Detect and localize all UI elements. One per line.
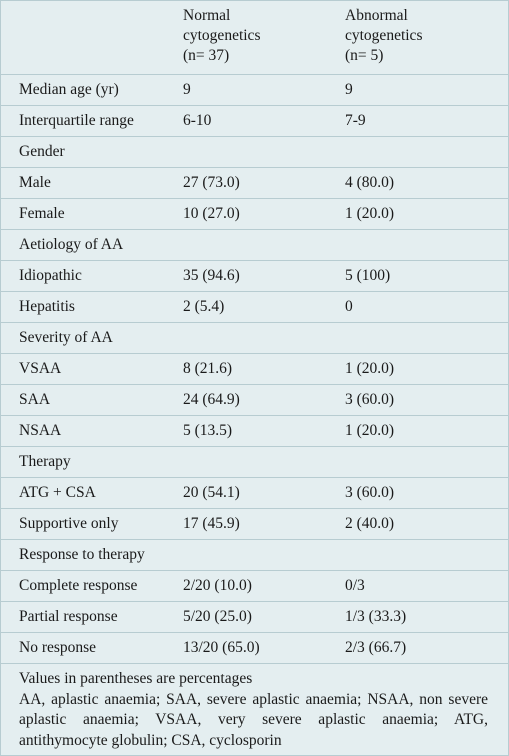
table-footnote: Values in parentheses are percentages AA… — [1, 664, 508, 756]
header-abnormal-line: cytogenetics — [345, 27, 423, 44]
normal-value: 6-10 — [163, 105, 325, 137]
header-blank-cell — [1, 1, 163, 75]
table-header: Normal cytogenetics (n= 37) Abnormal cyt… — [1, 1, 508, 75]
section-row: Therapy — [1, 446, 508, 478]
row-label: Male — [1, 167, 163, 199]
table-row: VSAA 8 (21.6) 1 (20.0) — [1, 353, 508, 385]
header-normal-line: Normal — [183, 7, 231, 24]
header-abnormal-cytogenetics: Abnormal cytogenetics (n= 5) — [325, 1, 508, 75]
section-label: Response to therapy — [1, 539, 508, 571]
row-label: Hepatitis — [1, 291, 163, 323]
abnormal-value: 1/3 (33.3) — [325, 601, 508, 633]
abnormal-value: 0 — [325, 291, 508, 323]
row-label: VSAA — [1, 353, 163, 385]
abnormal-value: 1 (20.0) — [325, 353, 508, 385]
abnormal-value: 3 (60.0) — [325, 477, 508, 509]
section-label: Therapy — [1, 446, 508, 478]
abnormal-value: 7-9 — [325, 105, 508, 137]
table-row: Male 27 (73.0) 4 (80.0) — [1, 167, 508, 199]
footnote-abbreviations: AA, aplastic anaemia; SAA, severe aplast… — [19, 690, 488, 749]
abnormal-value: 1 (20.0) — [325, 415, 508, 447]
table-row: Hepatitis 2 (5.4) 0 — [1, 291, 508, 323]
table-row: SAA 24 (64.9) 3 (60.0) — [1, 384, 508, 416]
abnormal-value: 3 (60.0) — [325, 384, 508, 416]
normal-value: 24 (64.9) — [163, 384, 325, 416]
table-row: Interquartile range 6-10 7-9 — [1, 105, 508, 137]
abnormal-value: 0/3 — [325, 570, 508, 602]
section-row: Response to therapy — [1, 539, 508, 571]
header-abnormal-line: (n= 5) — [345, 47, 384, 64]
cytogenetics-table: Normal cytogenetics (n= 37) Abnormal cyt… — [1, 1, 508, 664]
table-body: Median age (yr) 9 9 Interquartile range 6-10… — [1, 74, 508, 664]
table-row: NSAA 5 (13.5) 1 (20.0) — [1, 415, 508, 447]
section-label: Gender — [1, 136, 508, 168]
row-label: Partial response — [1, 601, 163, 633]
row-label: Idiopathic — [1, 260, 163, 292]
section-label: Severity of AA — [1, 322, 508, 354]
normal-value: 17 (45.9) — [163, 508, 325, 540]
section-row: Aetiology of AA — [1, 229, 508, 261]
abnormal-value: 5 (100) — [325, 260, 508, 292]
row-label: Interquartile range — [1, 105, 163, 137]
section-row: Gender — [1, 136, 508, 168]
header-normal-line: (n= 37) — [183, 47, 230, 64]
section-row: Severity of AA — [1, 322, 508, 354]
normal-value: 2 (5.4) — [163, 291, 325, 323]
row-label: Supportive only — [1, 508, 163, 540]
section-label: Aetiology of AA — [1, 229, 508, 261]
abnormal-value: 2 (40.0) — [325, 508, 508, 540]
row-label: Female — [1, 198, 163, 230]
row-label: No response — [1, 632, 163, 664]
normal-value: 20 (54.1) — [163, 477, 325, 509]
normal-value: 10 (27.0) — [163, 198, 325, 230]
table-row: No response 13/20 (65.0) 2/3 (66.7) — [1, 632, 508, 664]
table-row: Female 10 (27.0) 1 (20.0) — [1, 198, 508, 230]
abnormal-value: 1 (20.0) — [325, 198, 508, 230]
row-label: Median age (yr) — [1, 74, 163, 106]
footnote-line: Values in parentheses are percentages — [19, 670, 253, 687]
header-normal-cytogenetics: Normal cytogenetics (n= 37) — [163, 1, 325, 75]
header-abnormal-line: Abnormal — [345, 7, 408, 24]
table-row: Idiopathic 35 (94.6) 5 (100) — [1, 260, 508, 292]
header-normal-line: cytogenetics — [183, 27, 261, 44]
abnormal-value: 2/3 (66.7) — [325, 632, 508, 664]
normal-value: 9 — [163, 74, 325, 106]
normal-value: 8 (21.6) — [163, 353, 325, 385]
table-row: ATG + CSA 20 (54.1) 3 (60.0) — [1, 477, 508, 509]
row-label: NSAA — [1, 415, 163, 447]
normal-value: 2/20 (10.0) — [163, 570, 325, 602]
normal-value: 27 (73.0) — [163, 167, 325, 199]
table-row: Complete response 2/20 (10.0) 0/3 — [1, 570, 508, 602]
abnormal-value: 9 — [325, 74, 508, 106]
normal-value: 35 (94.6) — [163, 260, 325, 292]
row-label: Complete response — [1, 570, 163, 602]
normal-value: 5/20 (25.0) — [163, 601, 325, 633]
table-row: Partial response 5/20 (25.0) 1/3 (33.3) — [1, 601, 508, 633]
normal-value: 5 (13.5) — [163, 415, 325, 447]
row-label: SAA — [1, 384, 163, 416]
table-row: Median age (yr) 9 9 — [1, 74, 508, 106]
table-row: Supportive only 17 (45.9) 2 (40.0) — [1, 508, 508, 540]
abnormal-value: 4 (80.0) — [325, 167, 508, 199]
normal-value: 13/20 (65.0) — [163, 632, 325, 664]
row-label: ATG + CSA — [1, 477, 163, 509]
